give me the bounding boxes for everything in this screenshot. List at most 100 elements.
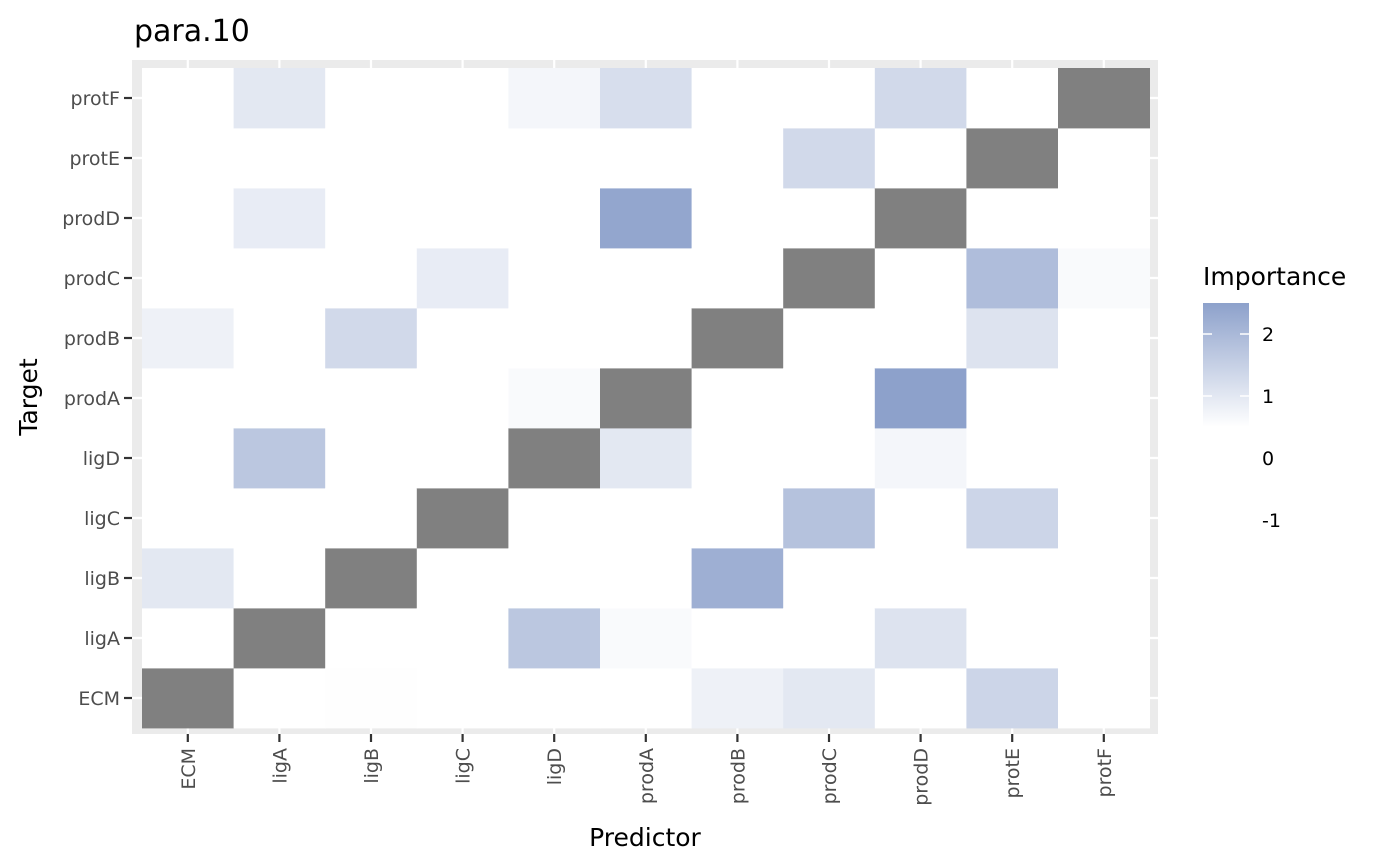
- heatmap-cell-diagonal: [142, 668, 234, 729]
- heatmap-cell: [966, 548, 1059, 609]
- y-tick-label: prodA: [64, 388, 120, 410]
- heatmap-cell-valued: [142, 308, 234, 369]
- heatmap-cell-valued: [325, 668, 418, 729]
- heatmap-cell: [233, 308, 326, 369]
- heatmap-cell: [508, 128, 601, 189]
- heatmap-cell-valued: [508, 368, 601, 429]
- heatmap-cell: [416, 188, 509, 249]
- heatmap-cell: [874, 488, 967, 549]
- heatmap-cell: [783, 68, 876, 129]
- heatmap-cell: [508, 548, 601, 609]
- heatmap-cell: [416, 128, 509, 189]
- x-tick-label: ligB: [361, 748, 383, 784]
- y-axis: ECM ligA ligB ligC ligD prodA prodB prodC prodD p…: [62, 88, 132, 710]
- heatmap-cell: [1058, 548, 1150, 609]
- heatmap-cell: [508, 488, 601, 549]
- legend-ticks: 2 1 0 -1: [1203, 324, 1281, 532]
- y-tick-label: prodC: [64, 268, 120, 290]
- heatmap-cell: [966, 608, 1059, 669]
- heatmap-cell: [142, 248, 234, 309]
- y-axis-title: Target: [14, 358, 43, 437]
- legend-label: -1: [1262, 510, 1281, 532]
- heatmap-cell-valued: [691, 548, 784, 609]
- heatmap-cell: [600, 128, 692, 189]
- heatmap-cell: [600, 668, 692, 729]
- heatmap-cell: [783, 428, 876, 489]
- heatmap-cell: [416, 548, 509, 609]
- heatmap-cell: [691, 68, 784, 129]
- heatmap-cell: [783, 308, 876, 369]
- heatmap-cell: [966, 368, 1059, 429]
- heatmap-cell: [783, 188, 876, 249]
- heatmap-cell: [874, 548, 967, 609]
- x-tick-label: ligC: [453, 748, 475, 784]
- heatmap-cell: [783, 548, 876, 609]
- heatmap-cell: [508, 308, 601, 369]
- heatmap-cell: [142, 128, 234, 189]
- heatmap-cell-valued: [600, 68, 692, 129]
- chart-title: para.10: [134, 14, 250, 49]
- heatmap-cell: [874, 248, 967, 309]
- heatmap-cell-valued: [508, 608, 601, 669]
- heatmap-cell-valued: [874, 608, 967, 669]
- heatmap-cell: [874, 668, 967, 729]
- heatmap-cell: [508, 188, 601, 249]
- heatmap-cell: [416, 608, 509, 669]
- heatmap-cell: [600, 488, 692, 549]
- heatmap-cell: [600, 248, 692, 309]
- y-tick-label: protF: [71, 88, 120, 110]
- heatmap-cell-diagonal: [966, 128, 1059, 189]
- heatmap-cell: [416, 668, 509, 729]
- heatmap-cell-valued: [325, 308, 418, 369]
- x-tick-label: prodA: [636, 748, 658, 804]
- heatmap-cell: [1058, 308, 1150, 369]
- x-tick-label: protE: [1002, 748, 1024, 799]
- heatmap-cells: [142, 68, 1150, 729]
- heatmap-cell: [416, 308, 509, 369]
- x-tick-label: prodC: [819, 748, 841, 804]
- heatmap-cell-diagonal: [783, 248, 876, 309]
- heatmap-cell-diagonal: [508, 428, 601, 489]
- heatmap-cell: [325, 68, 418, 129]
- heatmap-cell-valued: [233, 68, 326, 129]
- heatmap-cell: [233, 368, 326, 429]
- heatmap-cell-diagonal: [233, 608, 326, 669]
- heatmap-cell-diagonal: [325, 548, 418, 609]
- heatmap-cell: [966, 428, 1059, 489]
- heatmap-cell: [783, 608, 876, 669]
- heatmap-cell: [1058, 668, 1150, 729]
- heatmap-cell: [1058, 128, 1150, 189]
- legend-label: 1: [1262, 386, 1274, 408]
- legend-title: Importance: [1203, 262, 1346, 291]
- x-tick-label: ECM: [178, 748, 200, 790]
- heatmap-cell-valued: [874, 68, 967, 129]
- heatmap-cell: [1058, 368, 1150, 429]
- heatmap-cell-diagonal: [1058, 68, 1150, 129]
- heatmap-cell-valued: [966, 488, 1059, 549]
- heatmap-cell: [233, 548, 326, 609]
- heatmap-cell-valued: [233, 428, 326, 489]
- heatmap-cell: [874, 308, 967, 369]
- heatmap-cell: [600, 548, 692, 609]
- heatmap-cell: [325, 488, 418, 549]
- heatmap-cell: [325, 248, 418, 309]
- heatmap-cell-valued: [600, 428, 692, 489]
- heatmap-cell-valued: [142, 548, 234, 609]
- heatmap-cell: [325, 128, 418, 189]
- legend-label: 2: [1262, 324, 1274, 346]
- heatmap-cell: [508, 668, 601, 729]
- heatmap-cell: [142, 68, 234, 129]
- heatmap-cell-valued: [783, 488, 876, 549]
- heatmap-cell: [508, 248, 601, 309]
- heatmap-cell-valued: [783, 128, 876, 189]
- x-tick-label: ligD: [544, 748, 566, 785]
- y-tick-label: ligC: [84, 508, 120, 530]
- heatmap-cell: [1058, 188, 1150, 249]
- heatmap-cell-valued: [783, 668, 876, 729]
- y-tick-label: prodD: [62, 208, 120, 230]
- heatmap-cell-valued: [1058, 248, 1150, 309]
- legend-colorbar: [1203, 303, 1249, 427]
- heatmap-cell: [325, 368, 418, 429]
- heatmap-cell: [142, 488, 234, 549]
